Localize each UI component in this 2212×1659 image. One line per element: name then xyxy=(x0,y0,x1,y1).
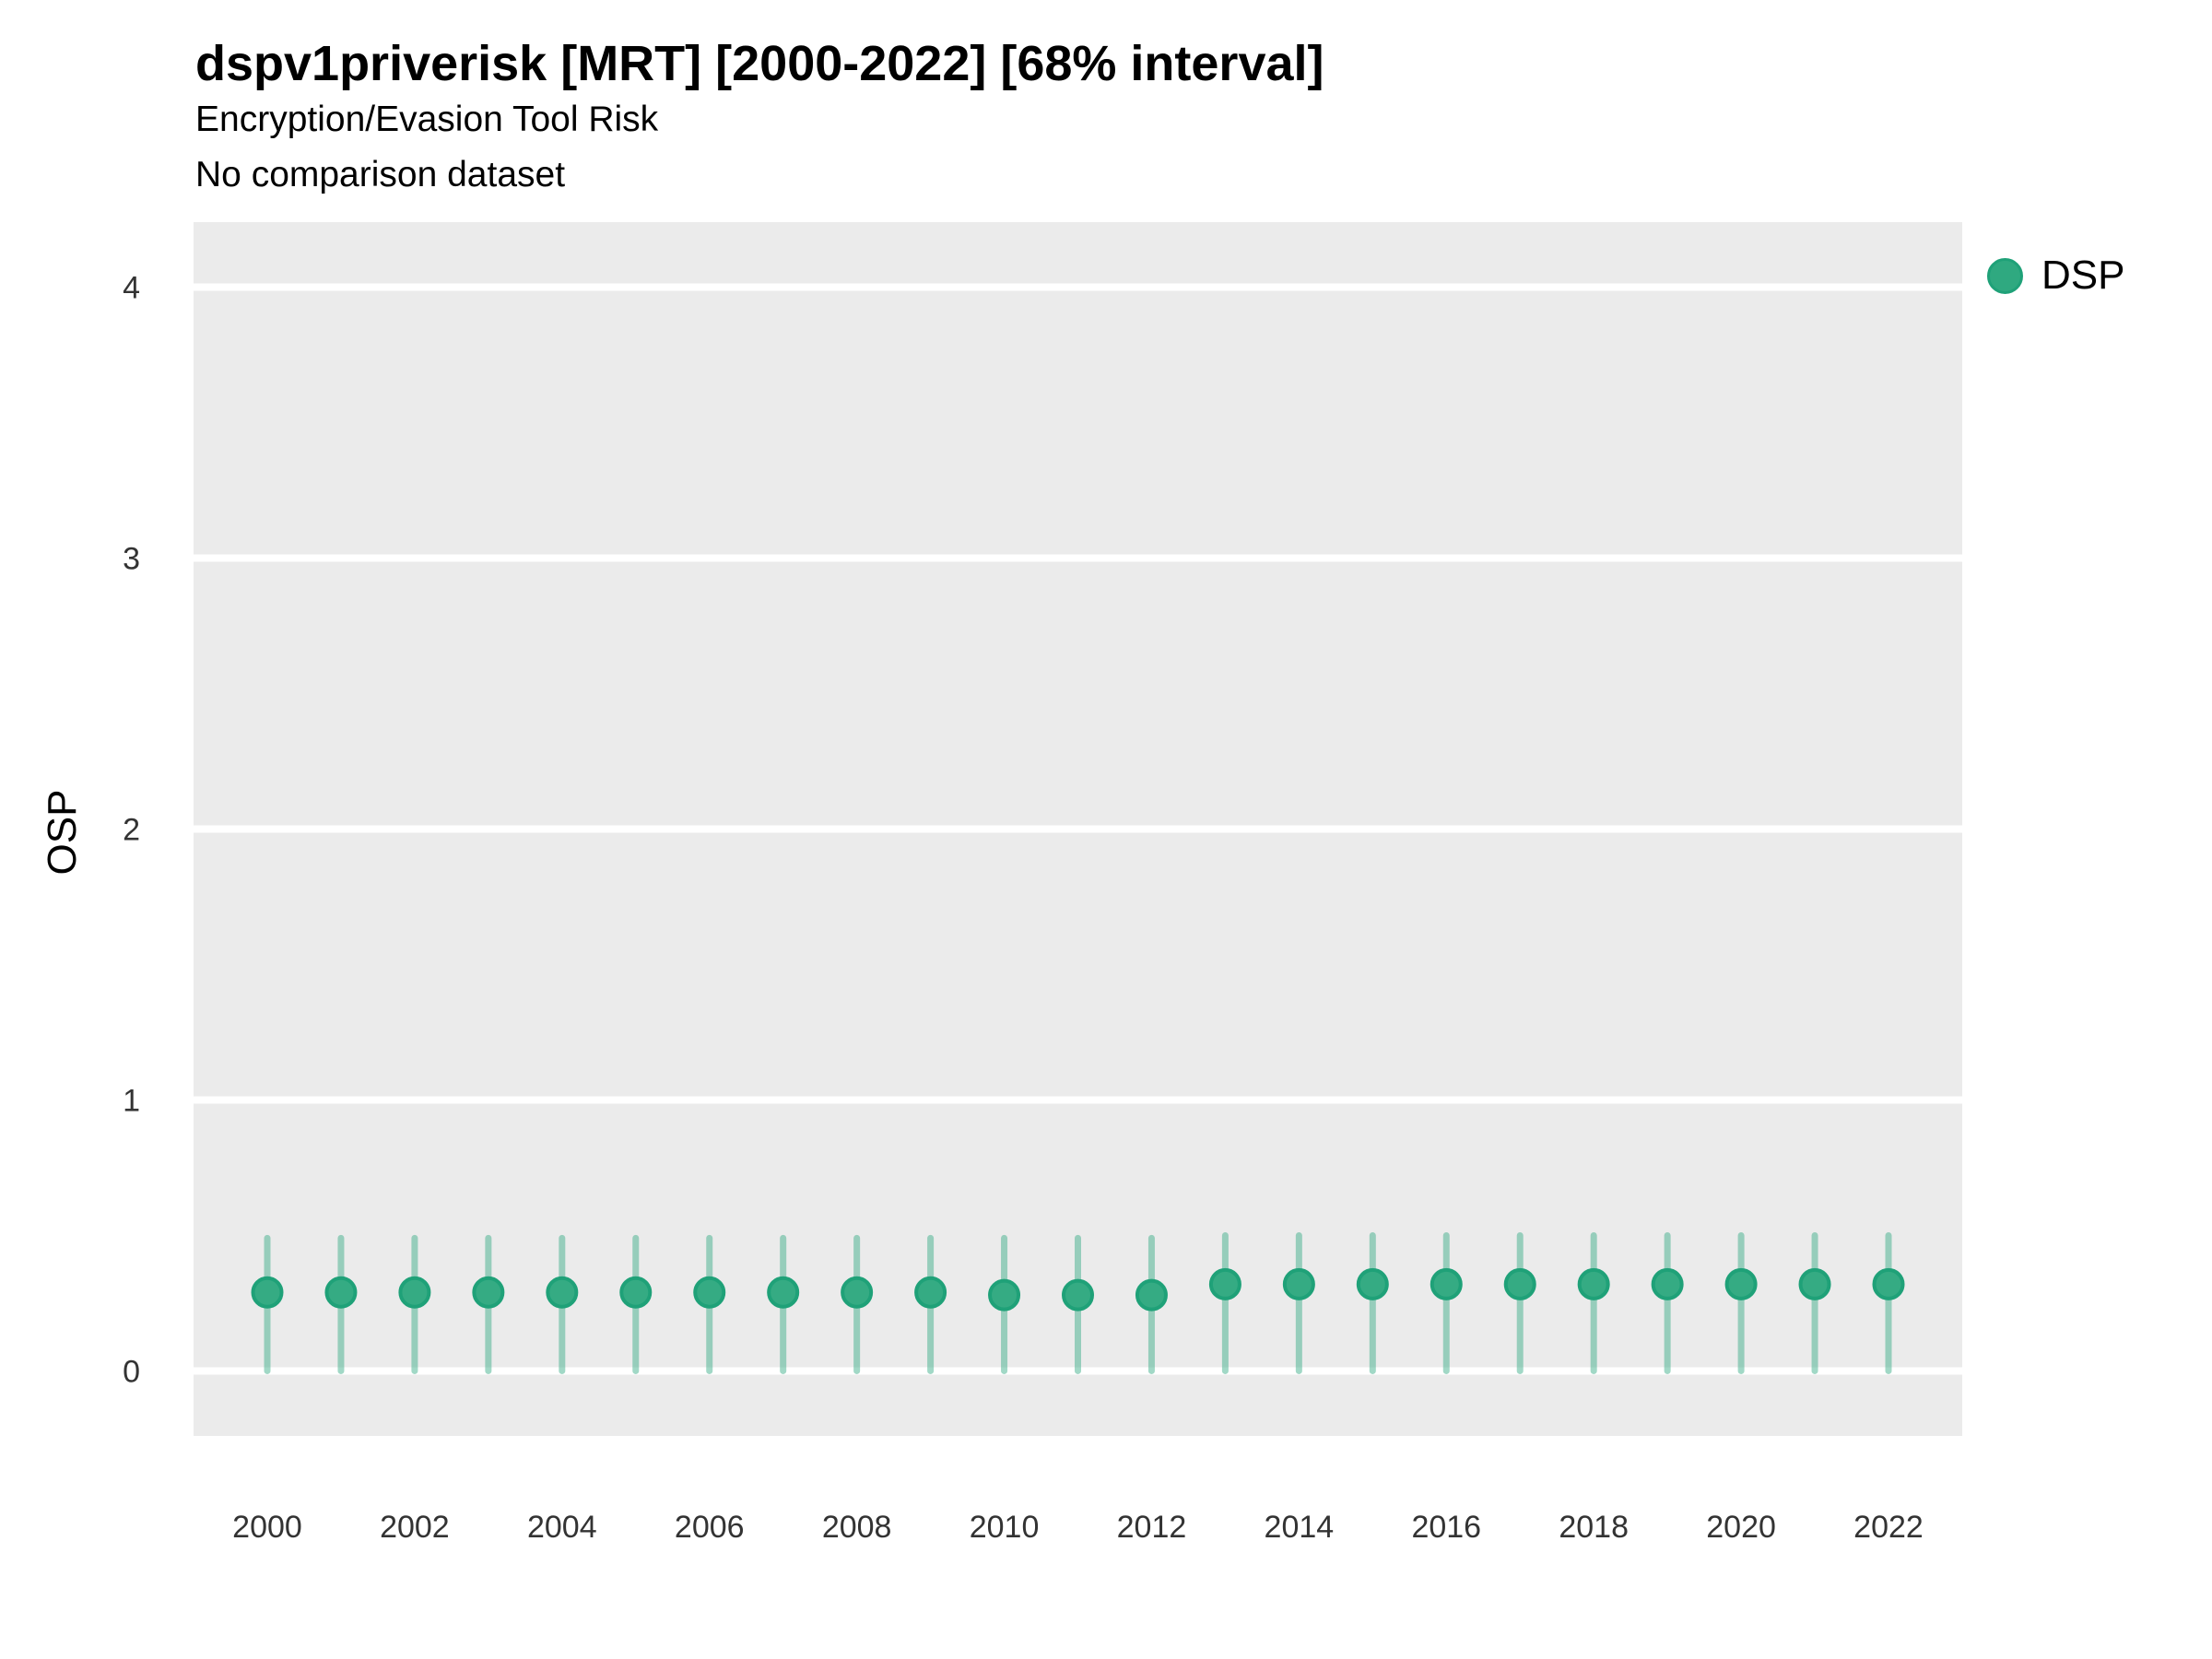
point-marker xyxy=(251,1276,284,1309)
point-marker xyxy=(1430,1267,1463,1300)
point-marker xyxy=(1282,1267,1315,1300)
point-marker xyxy=(546,1276,579,1309)
x-tick-label: 2014 xyxy=(1265,1510,1335,1545)
point-marker xyxy=(1503,1267,1536,1300)
point-marker xyxy=(1135,1278,1168,1312)
y-tick-label: 2 xyxy=(123,813,140,848)
x-tick-label: 2004 xyxy=(527,1510,597,1545)
x-tick-label: 2000 xyxy=(232,1510,302,1545)
point-marker xyxy=(1872,1267,1905,1300)
point-marker xyxy=(472,1276,505,1309)
legend: DSP xyxy=(1987,253,2124,299)
chart-subtitle: Encryption/Evasion Tool Risk xyxy=(195,100,659,139)
point-marker xyxy=(1062,1278,1094,1312)
y-tick-label: 1 xyxy=(123,1083,140,1118)
point-marker xyxy=(398,1276,431,1309)
y-tick-label: 3 xyxy=(123,542,140,577)
x-tick-label: 2010 xyxy=(970,1510,1040,1545)
y-tick-label: 4 xyxy=(123,271,140,306)
x-tick-label: 2008 xyxy=(822,1510,892,1545)
point-marker xyxy=(693,1276,726,1309)
point-marker xyxy=(1798,1267,1831,1300)
y-tick-label: 0 xyxy=(123,1354,140,1389)
x-tick-label: 2020 xyxy=(1706,1510,1776,1545)
x-tick-label: 2012 xyxy=(1117,1510,1187,1545)
x-tick-label: 2018 xyxy=(1559,1510,1629,1545)
x-tick-label: 2006 xyxy=(675,1510,745,1545)
chart-title: dspv1priverisk [MRT] [2000-2022] [68% in… xyxy=(195,36,1324,91)
point-marker xyxy=(767,1276,800,1309)
point-marker xyxy=(914,1276,947,1309)
point-marker xyxy=(988,1278,1021,1312)
chart-note: No comparison dataset xyxy=(195,155,566,194)
legend-label: DSP xyxy=(2041,253,2125,298)
x-tick-label: 2022 xyxy=(1853,1510,1924,1545)
x-tick-label: 2002 xyxy=(380,1510,450,1545)
point-marker xyxy=(1577,1267,1610,1300)
point-marker xyxy=(324,1276,358,1309)
legend-dot-icon xyxy=(1987,257,2023,294)
point-marker xyxy=(1208,1267,1241,1300)
point-marker xyxy=(619,1276,653,1309)
y-axis-title: OSP xyxy=(40,789,85,876)
point-marker xyxy=(1724,1267,1758,1300)
point-marker xyxy=(1356,1267,1389,1300)
point-marker xyxy=(1651,1267,1684,1300)
x-tick-label: 2016 xyxy=(1411,1510,1481,1545)
point-marker xyxy=(841,1276,874,1309)
